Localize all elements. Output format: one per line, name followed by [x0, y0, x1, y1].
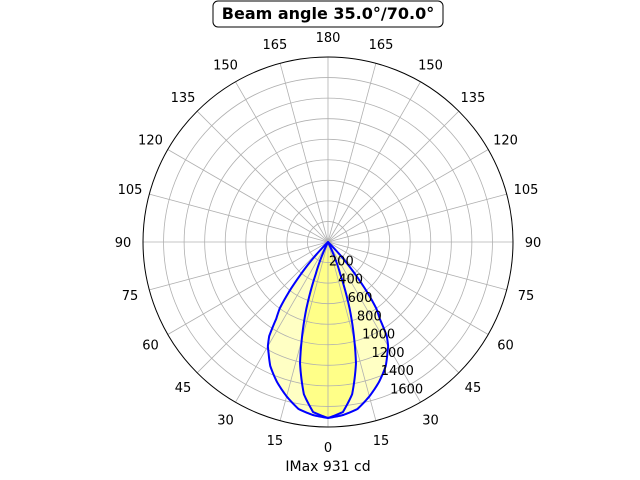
grid-spoke — [196, 241, 329, 374]
angle-tick-label: 90 — [525, 236, 542, 251]
angle-tick-label: 75 — [122, 289, 139, 304]
radial-tick-label: 600 — [348, 291, 373, 306]
angle-tick-label: 150 — [418, 58, 443, 73]
grid-spoke — [327, 241, 507, 291]
grid-spoke — [327, 241, 460, 374]
radial-tick-label: 1000 — [362, 328, 395, 343]
angle-tick-labels: 0 15 15 30 30 45 45 60 60 75 75 90 90 105 105 120 120 135… — [115, 31, 542, 456]
radial-tick-label: 1600 — [390, 383, 423, 398]
radial-tick-label: 1200 — [371, 346, 404, 361]
grid-spoke — [327, 110, 460, 243]
angle-tick-label: 15 — [267, 434, 284, 449]
grid-spoke — [327, 193, 507, 243]
grid-spoke — [327, 81, 421, 243]
grid-spoke — [235, 81, 329, 243]
radial-tick-label: 200 — [329, 254, 354, 269]
grid-spoke — [327, 241, 377, 421]
radial-tick-labels: 200 400 600 800 1000 1200 1400 1600 — [329, 254, 423, 397]
polar-frame — [142, 56, 514, 428]
radial-tick-label: 1400 — [381, 364, 414, 379]
angle-tick-label: 120 — [138, 134, 163, 149]
angle-tick-label: 165 — [263, 38, 288, 53]
angle-tick-label: 45 — [175, 381, 192, 396]
angle-tick-label: 30 — [422, 414, 439, 429]
angle-tick-label: 75 — [518, 289, 535, 304]
grid-spoke — [327, 241, 489, 335]
radial-tick-label: 800 — [357, 309, 382, 324]
grid-spoke — [279, 63, 329, 243]
curve-lines — [266, 241, 390, 419]
grid-spoke — [327, 63, 377, 243]
angle-tick-label: 0 — [324, 441, 332, 456]
grid-spoke — [167, 241, 329, 335]
angle-tick-label: 105 — [514, 183, 539, 198]
angle-tick-label: 60 — [497, 339, 514, 354]
radial-tick-label: 400 — [338, 273, 363, 288]
grid-spoke — [149, 193, 329, 243]
angle-tick-label: 45 — [465, 381, 482, 396]
grid-spoke — [327, 241, 421, 403]
angle-tick-label: 15 — [373, 434, 390, 449]
angle-tick-label: 150 — [213, 58, 238, 73]
angle-tick-label: 135 — [461, 91, 486, 106]
x-axis-label: IMax 931 cd — [285, 459, 370, 475]
angle-tick-label: 120 — [493, 134, 518, 149]
curve-line-inner — [299, 241, 357, 419]
grid-spoke — [279, 241, 329, 421]
angle-tick-label: 135 — [171, 91, 196, 106]
angle-tick-label: 30 — [217, 414, 234, 429]
grid-spoke — [196, 110, 329, 243]
angle-tick-label: 165 — [369, 38, 394, 53]
angle-tick-label: 90 — [115, 236, 132, 251]
chart-title: Beam angle 35.0°/70.0° — [222, 4, 434, 23]
polar-grid — [143, 57, 513, 427]
grid-spoke — [235, 241, 329, 403]
angle-tick-label: 105 — [118, 183, 143, 198]
angle-tick-label: 180 — [316, 31, 341, 46]
title-box: Beam angle 35.0°/70.0° — [212, 0, 444, 28]
grid-spoke — [167, 149, 329, 243]
grid-spoke — [149, 241, 329, 291]
angle-tick-label: 60 — [142, 339, 159, 354]
grid-spoke — [327, 149, 489, 243]
